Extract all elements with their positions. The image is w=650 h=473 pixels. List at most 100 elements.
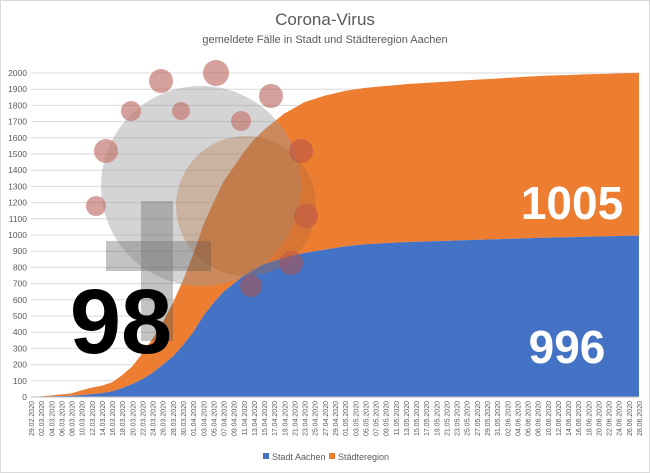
- legend: Stadt Aachen Städteregion: [263, 452, 389, 462]
- legend-label-city: Stadt Aachen: [272, 452, 326, 462]
- x-tick-label: 10.03.2020: [80, 401, 87, 436]
- x-tick-label: 12.06.2020: [556, 401, 563, 436]
- x-tick-label: 04.06.2020: [515, 401, 522, 436]
- y-tick-label: 500: [13, 311, 27, 321]
- x-tick-label: 29.04.2020: [333, 401, 340, 436]
- x-tick-label: 01.05.2020: [343, 401, 350, 436]
- x-tick-label: 13.05.2020: [404, 401, 411, 436]
- plot-areas: [31, 72, 639, 398]
- y-tick-label: 1900: [8, 84, 27, 94]
- x-tick-label: 25.05.2020: [465, 401, 472, 436]
- x-tick-label: 15.05.2020: [414, 401, 421, 436]
- x-tick-label: 23.04.2020: [303, 401, 310, 436]
- x-tick-label: 04.03.2020: [49, 401, 56, 436]
- y-tick-label: 2000: [8, 68, 27, 78]
- x-tick-label: 03.04.2020: [201, 401, 208, 436]
- x-tick-label: 05.05.2020: [363, 401, 370, 436]
- x-tick-label: 10.06.2020: [546, 401, 553, 436]
- x-tick-label: 25.04.2020: [313, 401, 320, 436]
- y-tick-label: 0: [22, 392, 27, 402]
- y-tick-label: 100: [13, 376, 27, 386]
- x-tick-label: 11.04.2020: [242, 401, 249, 436]
- x-tick-label: 16.03.2020: [110, 401, 117, 436]
- x-tick-label: 28.03.2020: [171, 401, 178, 436]
- y-tick-label: 300: [13, 343, 27, 353]
- x-tick-label: 29.05.2020: [485, 401, 492, 436]
- y-axis-ticks: 0 100 200 300 400 500 600 700 800 900 1000 1100 1200…: [8, 68, 27, 402]
- y-tick-label: 400: [13, 327, 27, 337]
- x-tick-label: 12.03.2020: [90, 401, 97, 436]
- y-tick-label: 800: [13, 262, 27, 272]
- x-tick-label: 06.03.2020: [59, 401, 66, 436]
- x-axis-ticks: 29.02.2020 02.03.2020 04.03.2020 06.03.2020…: [29, 401, 644, 436]
- x-tick-label: 18.06.2020: [586, 401, 593, 436]
- x-tick-label: 21.05.2020: [444, 401, 451, 436]
- legend-swatch-city: [263, 453, 269, 459]
- x-tick-label: 29.02.2020: [29, 401, 36, 436]
- x-tick-label: 08.03.2020: [70, 401, 77, 436]
- county-value-label: 1005: [521, 177, 623, 229]
- x-tick-label: 26.06.2020: [627, 401, 634, 436]
- y-tick-label: 1600: [8, 133, 27, 143]
- x-tick-label: 28.06.2020: [637, 401, 644, 436]
- y-tick-label: 600: [13, 295, 27, 305]
- chart-title: Corona-Virus: [275, 10, 375, 29]
- x-tick-label: 15.04.2020: [262, 401, 269, 436]
- y-tick-label: 900: [13, 246, 27, 256]
- x-tick-label: 17.05.2020: [424, 401, 431, 436]
- x-tick-label: 23.05.2020: [455, 401, 462, 436]
- x-tick-label: 18.03.2020: [120, 401, 127, 436]
- area-series-staedteregion: [31, 72, 639, 397]
- x-tick-label: 13.04.2020: [252, 401, 259, 436]
- x-tick-label: 24.06.2020: [617, 401, 624, 436]
- x-tick-label: 05.04.2020: [211, 401, 218, 436]
- x-tick-label: 21.04.2020: [292, 401, 299, 436]
- y-tick-label: 700: [13, 279, 27, 289]
- x-tick-label: 19.05.2020: [434, 401, 441, 436]
- y-tick-label: 1400: [8, 165, 27, 175]
- x-tick-label: 19.04.2020: [282, 401, 289, 436]
- y-tick-label: 1700: [8, 117, 27, 127]
- x-tick-label: 09.05.2020: [384, 401, 391, 436]
- x-tick-label: 07.04.2020: [222, 401, 229, 436]
- x-tick-label: 11.05.2020: [394, 401, 401, 436]
- x-tick-label: 31.05.2020: [495, 401, 502, 436]
- y-tick-label: 1000: [8, 230, 27, 240]
- x-tick-label: 02.06.2020: [505, 401, 512, 436]
- x-tick-label: 14.06.2020: [566, 401, 573, 436]
- x-tick-label: 24.03.2020: [151, 401, 158, 436]
- y-tick-label: 1200: [8, 198, 27, 208]
- virus-illustration: [86, 60, 318, 341]
- x-tick-label: 17.04.2020: [272, 401, 279, 436]
- x-tick-label: 26.03.2020: [161, 401, 168, 436]
- area-series-stadt-aachen: [31, 235, 639, 397]
- x-tick-label: 09.04.2020: [232, 401, 239, 436]
- x-tick-label: 02.03.2020: [39, 401, 46, 436]
- legend-swatch-region: [329, 453, 335, 459]
- city-value-label: 996: [529, 321, 606, 373]
- x-tick-label: 01.04.2020: [191, 401, 198, 436]
- y-tick-label: 200: [13, 360, 27, 370]
- x-tick-label: 27.04.2020: [323, 401, 330, 436]
- overlay-number: 98: [70, 271, 172, 373]
- x-tick-label: 20.03.2020: [130, 401, 137, 436]
- y-tick-label: 1100: [9, 214, 28, 224]
- x-tick-label: 03.05.2020: [353, 401, 360, 436]
- chart-subtitle: gemeldete Fälle in Stadt und Städteregio…: [202, 34, 447, 46]
- x-tick-label: 30.03.2020: [181, 401, 188, 436]
- x-tick-label: 20.06.2020: [596, 401, 603, 436]
- x-tick-label: 22.03.2020: [140, 401, 147, 436]
- y-tick-label: 1500: [8, 149, 27, 159]
- y-tick-label: 1800: [8, 100, 27, 110]
- x-tick-label: 07.05.2020: [374, 401, 381, 436]
- x-tick-label: 08.06.2020: [536, 401, 543, 436]
- x-tick-label: 14.03.2020: [100, 401, 107, 436]
- legend-label-region: Städteregion: [338, 452, 389, 462]
- x-tick-label: 27.05.2020: [475, 401, 482, 436]
- x-tick-label: 06.06.2020: [526, 401, 533, 436]
- x-tick-label: 22.06.2020: [607, 401, 614, 436]
- y-tick-label: 1300: [8, 181, 27, 191]
- x-tick-label: 16.06.2020: [576, 401, 583, 436]
